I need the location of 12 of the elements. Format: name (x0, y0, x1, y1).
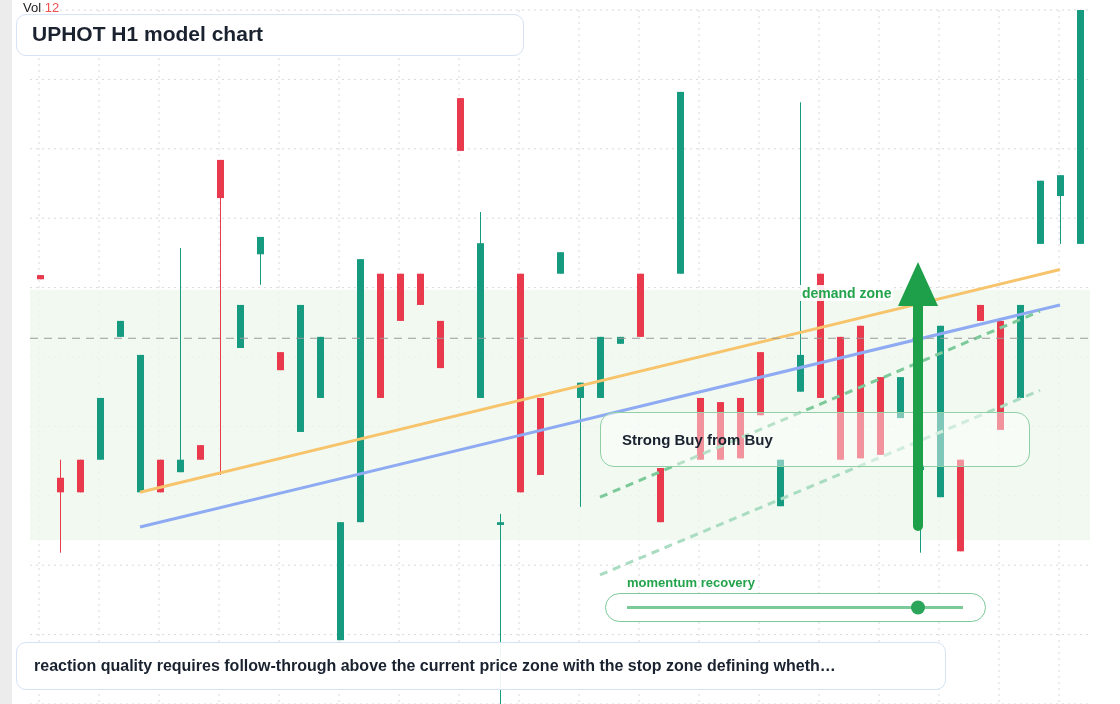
candlestick (257, 236, 264, 286)
candlestick (177, 247, 184, 473)
annotation: Strong Buy from Buy (622, 431, 773, 448)
candlestick (557, 251, 564, 275)
candlestick (57, 459, 64, 554)
annotation: demand zone (800, 285, 894, 301)
text: UPHOT H1 model chart (32, 22, 264, 46)
candlestick (1057, 174, 1064, 245)
annotation: reaction quality requires follow-through above the current price zone with the stop zone defining wheth… (34, 657, 836, 675)
annotation: Vol (23, 0, 42, 15)
annotation: 12 (44, 0, 60, 15)
annotation: momentum recovery (627, 575, 755, 590)
